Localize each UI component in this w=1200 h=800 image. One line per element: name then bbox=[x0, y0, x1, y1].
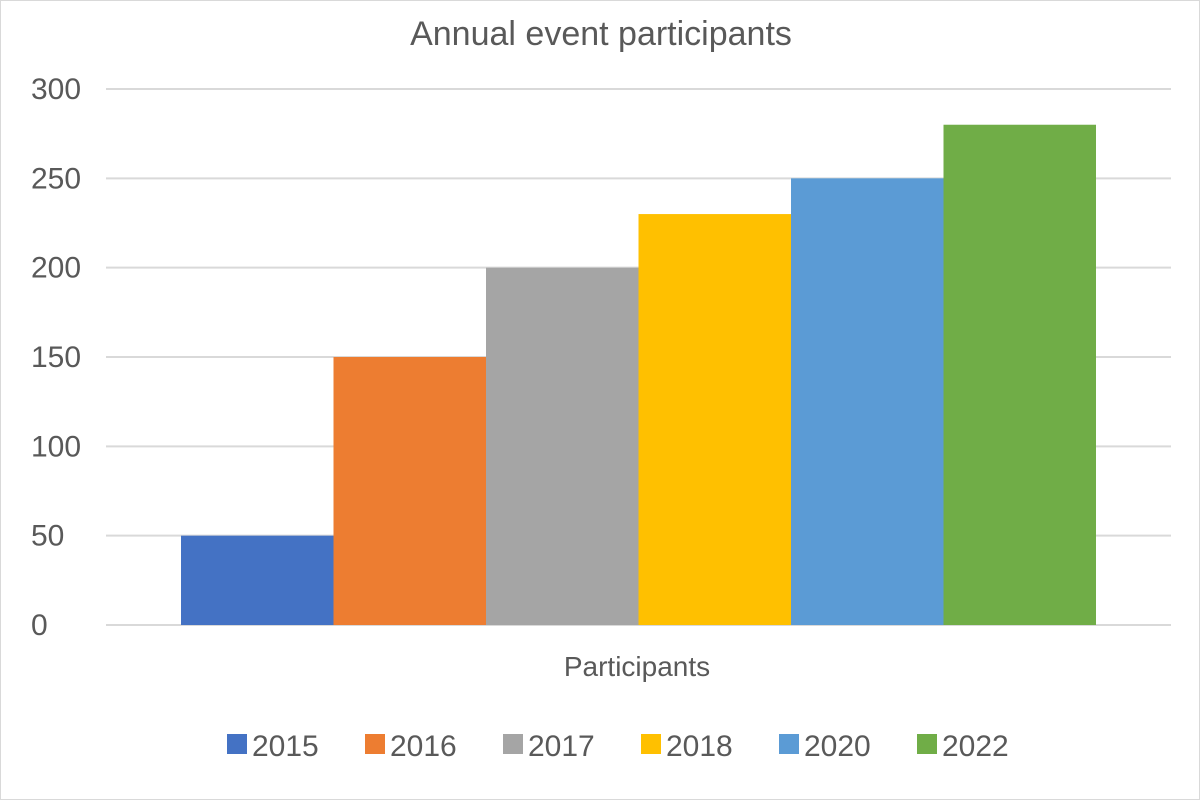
y-tick-label: 50 bbox=[31, 520, 64, 553]
bar-2018 bbox=[638, 214, 791, 626]
legend-label: 2022 bbox=[942, 730, 1009, 763]
legend-swatch bbox=[917, 734, 937, 754]
x-category-label: Participants bbox=[564, 651, 710, 682]
y-axis-ticks: 0 50 100 150 200 250 300 bbox=[31, 73, 81, 642]
bar-2022 bbox=[943, 124, 1096, 625]
legend-label: 2015 bbox=[252, 730, 319, 763]
y-tick-label: 150 bbox=[31, 341, 81, 374]
legend-swatch bbox=[641, 734, 661, 754]
legend-swatch bbox=[779, 734, 799, 754]
legend-item-2022: 2022 bbox=[917, 730, 1009, 763]
bar-2016 bbox=[333, 357, 486, 625]
legend-swatch bbox=[227, 734, 247, 754]
bar-2015 bbox=[181, 535, 334, 625]
legend: 2015 2016 2017 2018 2020 2022 bbox=[227, 730, 1009, 763]
legend-label: 2020 bbox=[804, 730, 871, 763]
bars bbox=[181, 124, 1096, 626]
y-tick-label: 0 bbox=[31, 609, 48, 642]
legend-item-2017: 2017 bbox=[503, 730, 595, 763]
legend-item-2018: 2018 bbox=[641, 730, 733, 763]
legend-swatch bbox=[503, 734, 523, 754]
legend-label: 2018 bbox=[666, 730, 733, 763]
bar-2017 bbox=[486, 267, 639, 625]
y-tick-label: 300 bbox=[31, 73, 81, 106]
legend-label: 2017 bbox=[528, 730, 595, 763]
x-axis-categories: Participants bbox=[564, 651, 710, 682]
legend-item-2015: 2015 bbox=[227, 730, 319, 763]
legend-item-2020: 2020 bbox=[779, 730, 871, 763]
legend-item-2016: 2016 bbox=[365, 730, 457, 763]
legend-label: 2016 bbox=[390, 730, 457, 763]
legend-swatch bbox=[365, 734, 385, 754]
bar-2020 bbox=[791, 178, 944, 626]
chart-title: Annual event participants bbox=[410, 15, 792, 53]
y-tick-label: 250 bbox=[31, 162, 81, 195]
y-tick-label: 200 bbox=[31, 252, 81, 285]
y-tick-label: 100 bbox=[31, 430, 81, 463]
